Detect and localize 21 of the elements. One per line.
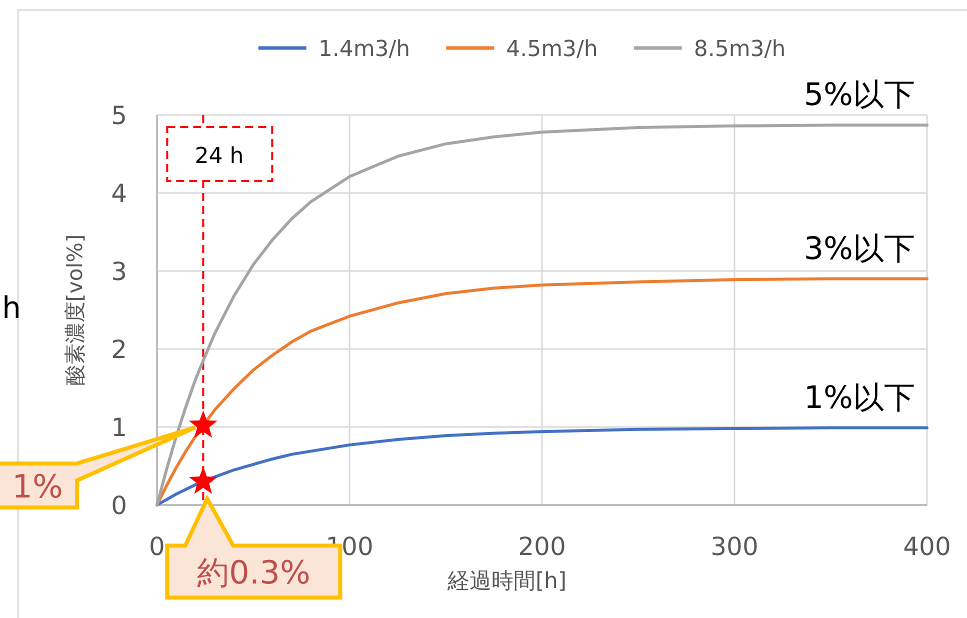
annotation: 1%以下	[804, 380, 915, 416]
x-tick-label: 300	[710, 532, 758, 561]
y-tick-label: 2	[111, 335, 127, 364]
legend-label: 1.4m3/h	[318, 37, 410, 62]
x-tick-label: 400	[903, 532, 951, 561]
text: 5%以下	[804, 77, 915, 114]
annotation: 3%以下	[804, 230, 915, 267]
legend-label: 8.5m3/h	[694, 37, 786, 62]
y-tick-label: 4	[111, 179, 127, 208]
legend-label: 4.5m3/h	[506, 37, 598, 62]
y-tick-label: 3	[111, 257, 127, 286]
y-tick-label: 1	[111, 413, 127, 442]
annotation: 約0.3%	[197, 554, 310, 592]
y-tick-label: 5	[111, 101, 127, 130]
y-axis-title: 酸素濃度[vol%]	[63, 234, 87, 386]
x-tick-label: 0	[149, 532, 165, 561]
x-axis-title: 経過時間[h]	[446, 569, 567, 594]
x-tick-label: 200	[518, 532, 566, 561]
text: h	[2, 291, 22, 326]
y-tick-label: 0	[111, 491, 127, 520]
ref-line-label: 24 h	[194, 144, 244, 169]
